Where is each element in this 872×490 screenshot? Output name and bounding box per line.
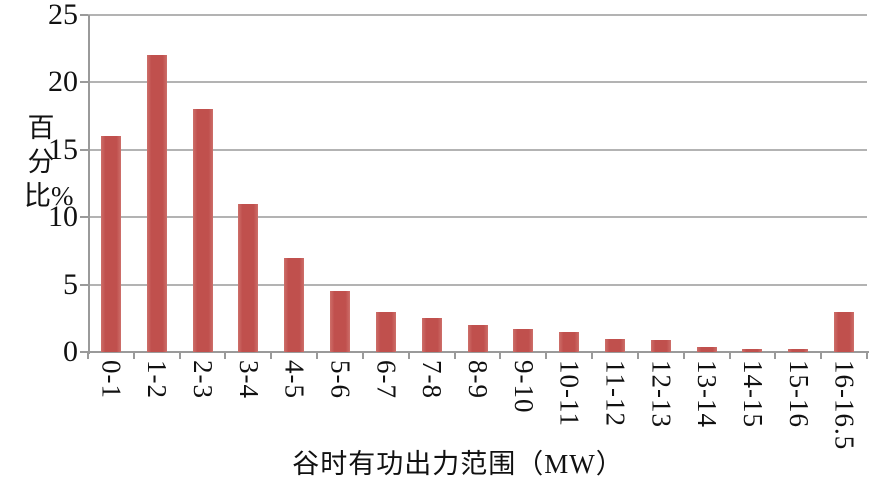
x-tick-label: 8-9 [455,360,501,490]
x-tick-label: 16-16.5 [821,360,867,490]
x-tick-label: 1-2 [134,360,180,490]
x-axis-tick [316,352,319,359]
x-tick-label-text: 10-11 [554,360,585,427]
x-tick-label-text: 1-2 [142,360,173,399]
x-axis-tick [132,352,135,359]
bar [146,55,167,352]
bar [192,109,213,352]
x-tick-label-text: 7-8 [417,360,448,399]
bar [834,311,855,352]
y-tick-label: 10 [48,200,78,234]
bar [375,311,396,352]
bar [421,318,442,352]
x-axis-tick [682,352,685,359]
x-tick-label-text: 16-16.5 [829,360,860,451]
x-axis-tick [866,352,868,359]
y-axis-tick [80,14,88,16]
bar [238,203,259,352]
bar [742,349,763,352]
gridline [88,216,867,219]
x-tick-label: 12-13 [638,360,684,490]
x-axis-tick [545,352,548,359]
x-tick-label-text: 9-10 [508,360,539,414]
x-tick-label-text: 11-12 [600,360,631,427]
bar [100,136,121,352]
x-tick-label: 0-1 [88,360,134,490]
y-axis-tick [80,216,88,219]
x-tick-label: 6-7 [363,360,409,490]
x-axis-tick [270,352,273,359]
x-axis-tick [87,352,89,359]
bar [788,349,809,352]
gridline [88,14,867,16]
gridline [88,81,867,84]
x-axis-tick [591,352,594,359]
x-tick-label: 4-5 [271,360,317,490]
x-axis-tick [178,352,181,359]
y-axis-tick [80,351,88,353]
y-tick-label: 20 [48,65,78,99]
bar [284,257,305,352]
y-tick-label: 0 [63,335,78,368]
x-axis-title: 谷时有功出力范围（MW） [292,449,624,479]
y-tick-label: 15 [48,132,78,166]
x-tick-label-text: 3-4 [233,360,264,399]
bar [604,338,625,352]
x-axis-tick [774,352,777,359]
x-axis-line [88,351,869,353]
y-tick-label: 5 [63,267,78,301]
y-tick-label: 25 [48,0,78,31]
x-tick-label-text: 15-16 [783,360,814,428]
x-tick-label: 5-6 [317,360,363,490]
x-axis-tick [453,352,456,359]
bar [696,346,717,352]
bar [559,331,580,352]
x-tick-label-text: 12-13 [646,360,677,428]
x-axis-tick [407,352,410,359]
x-tick-label-text: 4-5 [279,360,310,399]
x-tick-label-text: 5-6 [325,360,356,399]
x-axis-tick [820,352,823,359]
y-axis-line [88,15,90,354]
x-axis-tick [224,352,227,359]
x-tick-label-text: 8-9 [462,360,493,399]
x-tick-label: 11-12 [592,360,638,490]
x-tick-label: 7-8 [409,360,455,490]
x-tick-label: 14-15 [730,360,776,490]
x-tick-label: 15-16 [775,360,821,490]
x-tick-label-text: 0-1 [96,360,127,399]
x-axis-tick [728,352,731,359]
x-tick-label-text: 6-7 [371,360,402,399]
gridline [88,283,867,286]
bar [467,325,488,352]
y-axis-tick [80,283,88,286]
bar [650,339,671,352]
x-tick-label-text: 2-3 [188,360,219,399]
y-axis-tick [80,148,88,151]
x-axis-tick [499,352,502,359]
x-tick-label: 3-4 [225,360,271,490]
x-tick-label-text: 13-14 [692,360,723,428]
x-tick-label-text: 14-15 [737,360,768,428]
x-axis-tick [636,352,639,359]
bar [513,329,534,352]
x-axis-tick [361,352,364,359]
plot-area: 0 5 10 15 20 25 0-1 1-2 2-3 3-4 4-5 5-6 6-7 7-8 8-9 9-1… [48,0,869,450]
gridline [88,148,867,151]
y-axis-tick [80,81,88,84]
x-tick-label: 9-10 [500,360,546,490]
x-tick-label: 10-11 [546,360,592,490]
x-tick-label: 2-3 [180,360,226,490]
x-tick-label: 13-14 [684,360,730,490]
bar [330,291,351,352]
